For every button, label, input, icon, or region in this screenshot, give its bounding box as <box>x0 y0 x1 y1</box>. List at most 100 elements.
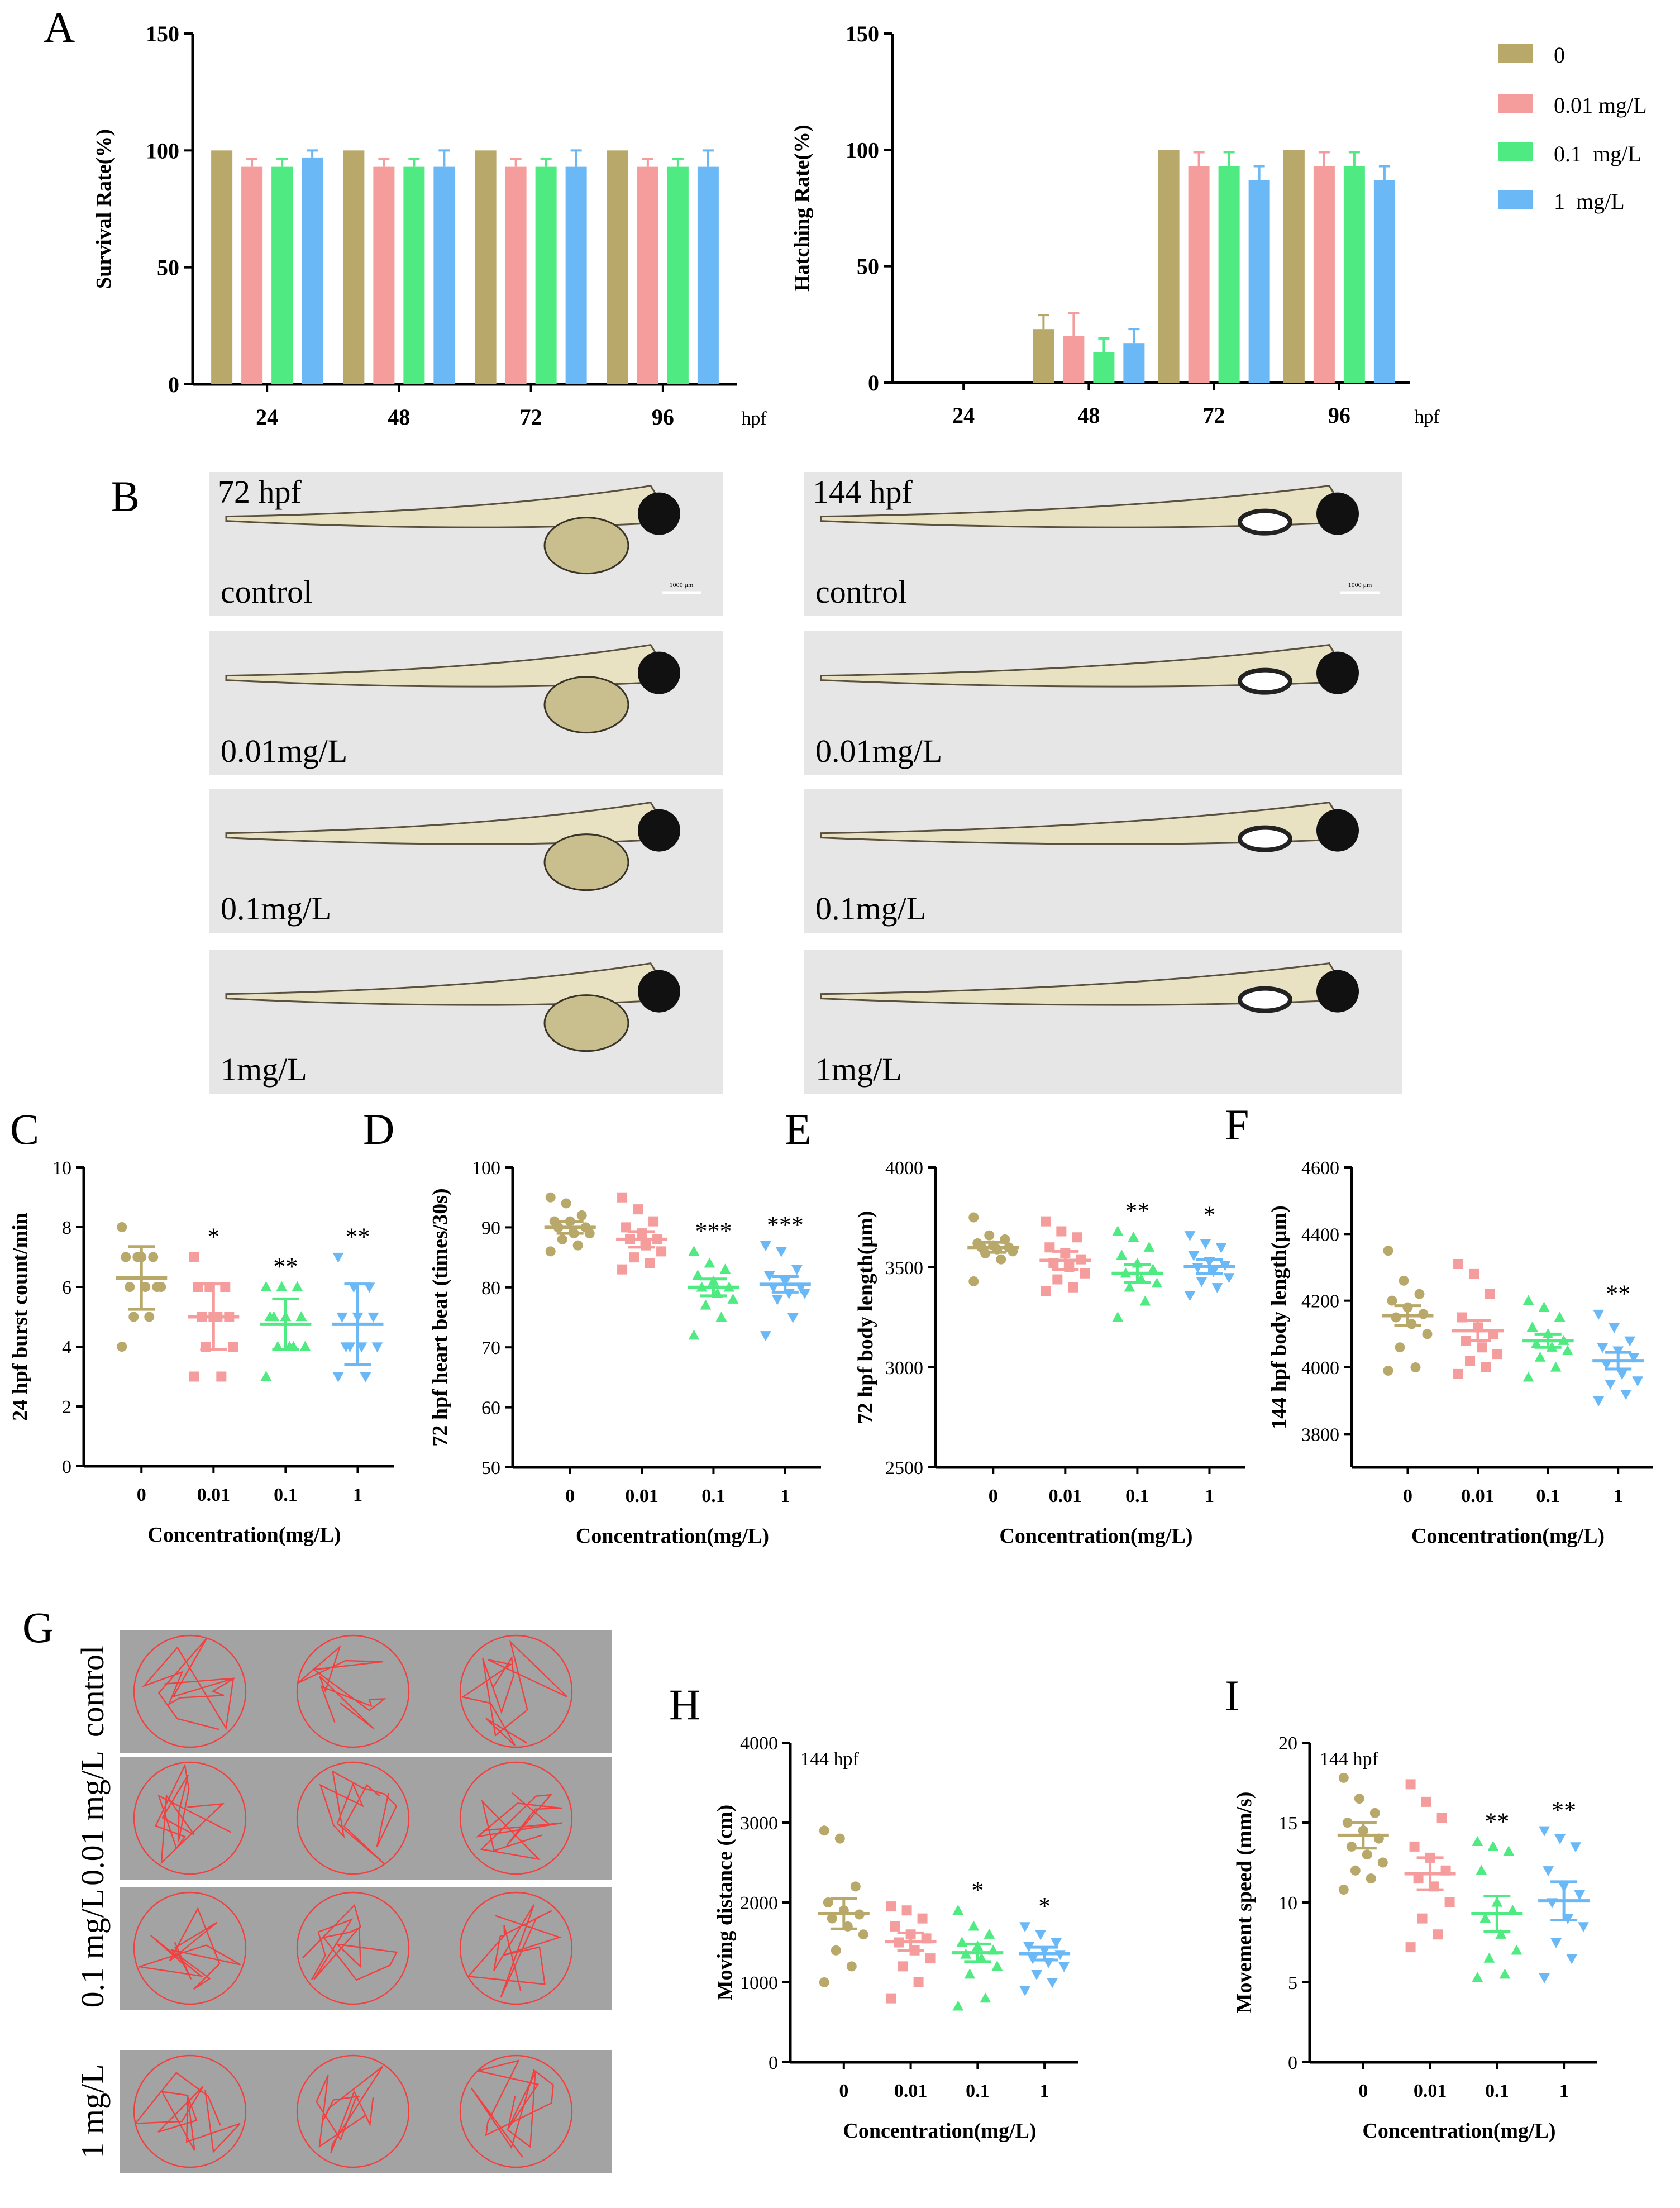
panel-label-h: H <box>669 1680 700 1729</box>
data-point <box>584 1228 595 1239</box>
y-tick-label: 150 <box>146 21 179 46</box>
data-point <box>1472 1972 1483 1982</box>
legend-swatch-0.1 <box>1498 142 1533 161</box>
track-group-label: control <box>74 1646 111 1737</box>
data-point <box>1409 1841 1420 1852</box>
data-point <box>980 1992 991 2003</box>
data-point <box>1522 1295 1534 1305</box>
y-tick-label: 3500 <box>885 1258 923 1279</box>
y-tick-label: 0 <box>868 370 879 395</box>
bar <box>1063 336 1085 383</box>
legend-swatch-0.01 <box>1498 94 1533 113</box>
x-tick-label: 96 <box>652 404 674 430</box>
data-point <box>1395 1342 1405 1353</box>
track-circle <box>296 2054 410 2168</box>
data-point <box>140 1282 151 1292</box>
data-point <box>827 1913 837 1924</box>
panel-label-b: B <box>111 472 140 521</box>
y-tick-label: 50 <box>481 1458 500 1479</box>
y-axis-label: Moving distance (cm) <box>713 1805 737 2000</box>
chart-144hpf-body-length: 3800 4000 4200 4400 4600 0 0.01 0.1 1 ** 144 hpf b… <box>1267 1158 1653 1548</box>
data-point <box>1444 1897 1455 1907</box>
data-point <box>1405 1942 1416 1953</box>
panel-label-i: I <box>1225 1671 1239 1720</box>
data-point <box>1562 1344 1573 1355</box>
data-point <box>1058 1962 1070 1972</box>
x-tick-label: 0.1 <box>1125 1486 1149 1506</box>
bar <box>637 166 658 384</box>
y-tick-label: 50 <box>157 255 179 280</box>
data-point <box>1035 1930 1047 1940</box>
data-point <box>1566 1954 1578 1964</box>
y-axis-label: 72 hpf heart beat (times/30s) <box>428 1188 452 1446</box>
data-point <box>688 1246 700 1256</box>
data-point <box>656 1246 667 1257</box>
data-point <box>898 1961 908 1972</box>
data-point <box>189 1371 199 1382</box>
data-point <box>1399 1275 1409 1286</box>
chart-heart-beat: 50 60 70 80 90 100 0 0.01 0.1 *** 1 *** 72 hpf heart… <box>428 1158 821 1548</box>
track-path <box>302 1904 398 1981</box>
data-point <box>925 1953 936 1964</box>
legend-swatch-0 <box>1498 44 1533 63</box>
y-tick-label: 4200 <box>1301 1291 1339 1312</box>
data-point <box>1223 1273 1235 1284</box>
data-point <box>1196 1277 1207 1287</box>
track-path <box>316 2066 384 2153</box>
data-point <box>117 1222 127 1232</box>
data-point <box>719 1263 731 1274</box>
significance-marker: * <box>1038 1892 1051 1920</box>
y-tick-label: 4000 <box>1301 1358 1339 1379</box>
data-point <box>1023 1942 1035 1952</box>
bar <box>433 166 455 384</box>
data-point <box>1554 1834 1566 1844</box>
track-arena-row <box>120 1757 612 1880</box>
track-path <box>475 1792 562 1861</box>
data-point <box>760 1331 771 1342</box>
data-point <box>260 1371 272 1381</box>
y-tick-label: 3800 <box>1301 1424 1339 1445</box>
significance-marker: * <box>971 1876 984 1904</box>
bar <box>1343 166 1365 383</box>
track-circle <box>459 2054 573 2168</box>
data-point <box>1354 1794 1364 1804</box>
larva-swim-bladder <box>1238 825 1292 852</box>
data-point <box>189 1252 199 1262</box>
data-point <box>1413 1873 1424 1884</box>
data-point <box>996 1254 1006 1265</box>
chart-annotation: 144 hpf <box>1320 1749 1379 1770</box>
y-tick-label: 8 <box>62 1218 71 1238</box>
data-point <box>1124 1281 1135 1292</box>
legend-label-0.01: 0.01 mg/L <box>1554 93 1647 118</box>
data-point <box>1019 1986 1031 1996</box>
y-tick-label: 10 <box>1278 1893 1297 1914</box>
data-point <box>1485 1289 1495 1299</box>
data-point <box>1112 1312 1124 1322</box>
data-point <box>1338 1885 1349 1895</box>
track-circle <box>459 1891 573 2005</box>
data-point <box>1616 1370 1628 1380</box>
track-arena-row <box>120 1630 612 1753</box>
larva-swim-bladder <box>1238 986 1292 1013</box>
data-point <box>1605 1380 1616 1390</box>
data-point <box>367 1312 379 1323</box>
data-point <box>1433 1929 1443 1940</box>
significance-marker: *** <box>695 1217 732 1244</box>
data-point <box>371 1342 383 1353</box>
bar <box>271 166 293 384</box>
data-point <box>1483 1952 1495 1963</box>
bar <box>403 166 425 384</box>
data-point <box>819 1825 829 1836</box>
track-circle <box>459 1634 573 1748</box>
data-point <box>332 1252 344 1263</box>
data-point <box>1481 1362 1491 1372</box>
data-point <box>545 1246 556 1257</box>
x-tick-label: 0 <box>1358 2081 1368 2101</box>
data-point <box>1593 1309 1605 1320</box>
data-point <box>704 1257 715 1268</box>
track-arena-row <box>120 2050 612 2173</box>
x-tick-label: 0 <box>137 1485 146 1505</box>
x-tick-label: 0.01 <box>1461 1486 1495 1506</box>
larva-group-label: control <box>815 574 907 610</box>
panel-label-c: C <box>10 1105 39 1153</box>
